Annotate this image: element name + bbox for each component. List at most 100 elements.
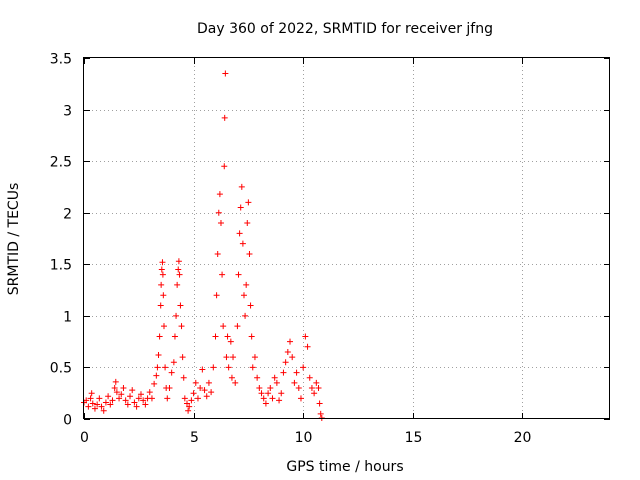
data-point bbox=[168, 369, 175, 376]
y-tick-label: 0 bbox=[63, 413, 72, 429]
data-point bbox=[302, 333, 309, 340]
data-point bbox=[133, 403, 140, 410]
plot-frame bbox=[83, 57, 610, 419]
data-point bbox=[243, 281, 250, 288]
data-point bbox=[318, 414, 325, 421]
data-point bbox=[135, 395, 142, 402]
data-point bbox=[256, 385, 263, 392]
data-point bbox=[201, 387, 208, 394]
data-point bbox=[155, 352, 162, 359]
data-point bbox=[142, 401, 149, 408]
data-point bbox=[181, 395, 188, 402]
data-point bbox=[174, 281, 181, 288]
data-point bbox=[219, 271, 226, 278]
data-point bbox=[227, 338, 234, 345]
data-point bbox=[240, 292, 247, 299]
y-axis-label: SRMTID / TECUs bbox=[6, 183, 22, 296]
chart-title: Day 360 of 2022, SRMTID for receiver jfn… bbox=[197, 21, 493, 37]
data-point bbox=[248, 333, 255, 340]
data-point bbox=[185, 407, 192, 414]
data-point bbox=[295, 385, 302, 392]
data-point bbox=[162, 364, 169, 371]
x-tick-label: 0 bbox=[80, 430, 89, 446]
data-point bbox=[85, 403, 92, 410]
data-point bbox=[166, 385, 173, 392]
data-point bbox=[153, 372, 160, 379]
data-point bbox=[146, 389, 153, 396]
data-point bbox=[225, 364, 232, 371]
x-tick-label: 10 bbox=[295, 430, 313, 446]
data-point bbox=[220, 323, 227, 330]
data-point bbox=[239, 240, 246, 247]
data-point bbox=[91, 405, 98, 412]
y-tick-label: 3 bbox=[63, 104, 72, 120]
data-point bbox=[212, 333, 219, 340]
data-point bbox=[276, 397, 283, 404]
data-point bbox=[159, 271, 166, 278]
data-point bbox=[235, 271, 242, 278]
data-point bbox=[113, 389, 120, 396]
data-point bbox=[293, 369, 300, 376]
data-point bbox=[177, 302, 184, 309]
data-point bbox=[313, 379, 320, 386]
data-point bbox=[180, 374, 187, 381]
data-point bbox=[87, 395, 94, 402]
data-point bbox=[160, 323, 167, 330]
data-point bbox=[124, 401, 131, 408]
data-point bbox=[258, 390, 265, 397]
data-point bbox=[164, 395, 171, 402]
data-point bbox=[245, 199, 252, 206]
data-point bbox=[297, 395, 304, 402]
data-point bbox=[160, 292, 167, 299]
data-point bbox=[94, 401, 101, 408]
data-point bbox=[98, 403, 105, 410]
data-point bbox=[247, 302, 254, 309]
data-point bbox=[120, 385, 127, 392]
data-point bbox=[188, 397, 195, 404]
data-point bbox=[151, 380, 158, 387]
data-point bbox=[221, 114, 228, 121]
data-point bbox=[83, 397, 90, 404]
data-point bbox=[213, 292, 220, 299]
y-tick-label: 1.5 bbox=[50, 258, 72, 274]
data-point bbox=[306, 374, 313, 381]
y-tick-label: 0.5 bbox=[50, 361, 72, 377]
data-point bbox=[88, 390, 95, 397]
data-point bbox=[262, 400, 269, 407]
data-point bbox=[232, 379, 239, 386]
data-point bbox=[287, 338, 294, 345]
data-point bbox=[118, 391, 125, 398]
data-point bbox=[175, 258, 182, 265]
data-point bbox=[210, 364, 217, 371]
data-point bbox=[156, 333, 163, 340]
data-point bbox=[216, 191, 223, 198]
data-point bbox=[175, 266, 182, 273]
data-point bbox=[105, 393, 112, 400]
data-point bbox=[109, 397, 116, 404]
x-tick-label: 15 bbox=[405, 430, 423, 446]
data-point bbox=[311, 390, 318, 397]
data-point bbox=[154, 364, 161, 371]
data-point bbox=[237, 204, 244, 211]
data-point bbox=[112, 378, 119, 385]
data-point bbox=[111, 385, 118, 392]
data-point bbox=[158, 281, 165, 288]
x-tick-label: 5 bbox=[190, 430, 199, 446]
data-point bbox=[315, 385, 322, 392]
data-point bbox=[173, 312, 180, 319]
y-tick-label: 2.5 bbox=[50, 155, 72, 171]
y-tick-label: 1 bbox=[63, 310, 72, 326]
data-point bbox=[271, 374, 278, 381]
data-point bbox=[280, 369, 287, 376]
data-point bbox=[289, 354, 296, 361]
x-axis-label: GPS time / hours bbox=[286, 459, 403, 475]
data-point bbox=[140, 397, 147, 404]
data-point bbox=[278, 390, 285, 397]
data-point bbox=[317, 410, 324, 417]
data-point bbox=[158, 266, 165, 273]
data-point bbox=[197, 385, 204, 392]
data-point bbox=[228, 374, 235, 381]
data-point bbox=[100, 407, 107, 414]
data-point bbox=[234, 323, 241, 330]
